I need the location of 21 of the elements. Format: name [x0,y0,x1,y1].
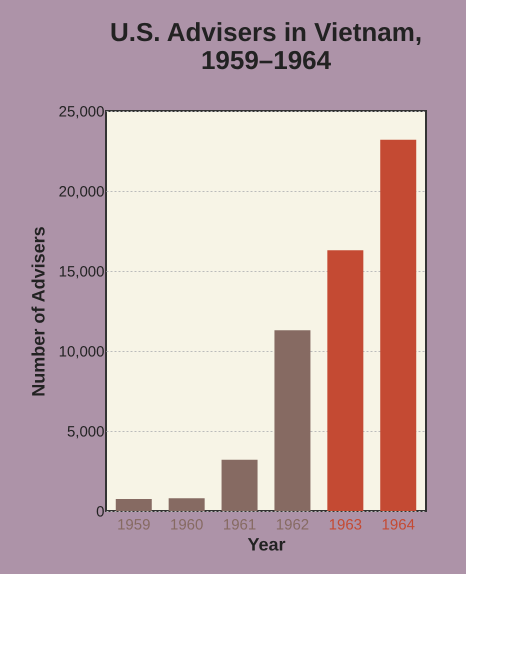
x-tick-label: 1964 [382,516,415,534]
y-tick-label: 5,000 [66,424,104,440]
x-tick-label: 1963 [328,516,362,534]
bar [380,140,416,511]
y-tick-label: 0 [96,504,104,520]
chart-title: U.S. Advisers in Vietnam, 1959–1964 [110,17,422,75]
x-tick-label: 1961 [222,516,256,534]
bar [168,498,205,511]
bar [222,460,258,511]
y-tick-label: 15,000 [58,264,104,280]
x-tick-label: 1962 [276,516,310,534]
x-tick-label: 1960 [170,516,204,534]
bar [274,330,310,511]
x-axis-title: Year [247,534,286,554]
bar [116,499,152,511]
bar [327,250,364,511]
y-tick-label: 20,000 [58,184,104,200]
y-axis-title: Number of Advisers [28,226,49,397]
x-tick-label: 1959 [117,516,150,534]
y-tick-label: 25,000 [58,104,104,120]
y-tick-label: 10,000 [58,344,104,360]
